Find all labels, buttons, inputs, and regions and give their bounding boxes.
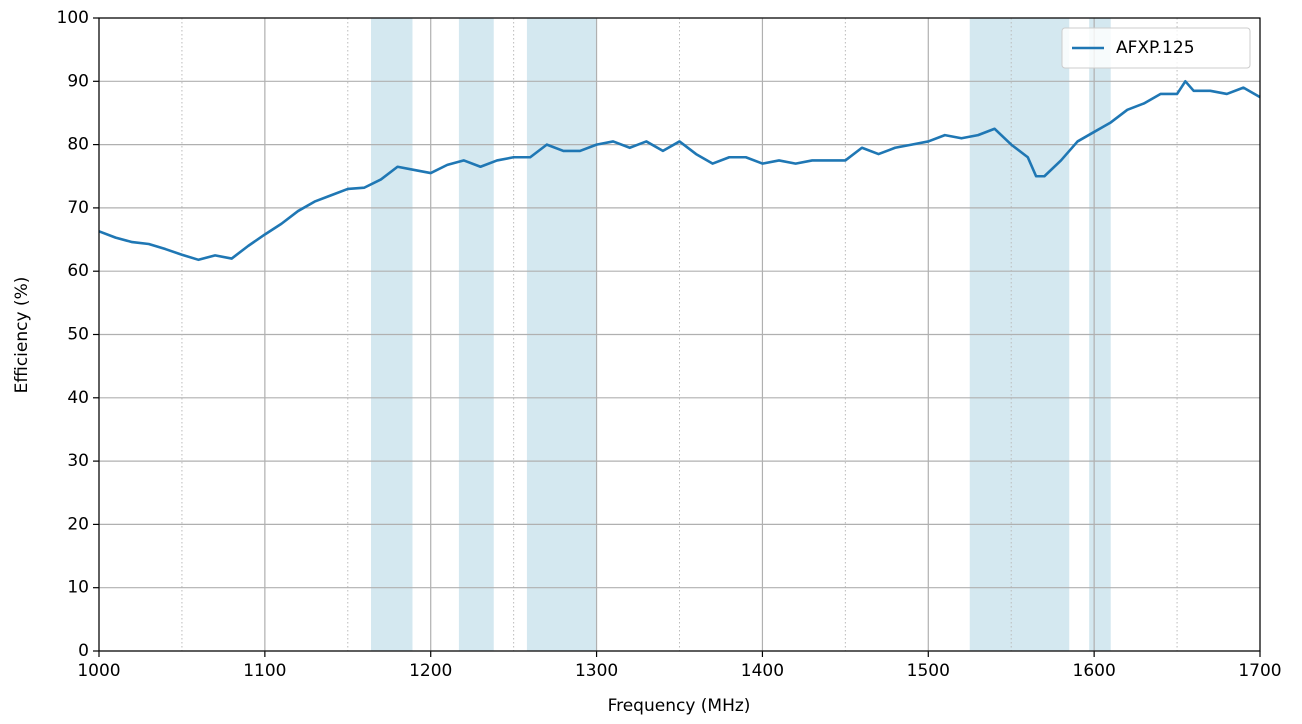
x-tick-label: 1700 (1238, 661, 1281, 681)
legend-label: AFXP.125 (1116, 38, 1195, 58)
y-tick-label: 90 (67, 71, 89, 91)
y-tick-label: 60 (67, 261, 89, 281)
x-tick-label: 1400 (741, 661, 784, 681)
y-tick-label: 40 (67, 388, 89, 408)
plot-frame (98, 17, 1261, 652)
y-tick-label: 0 (78, 641, 89, 661)
y-tick-label: 20 (67, 514, 89, 534)
x-tick-label: 1600 (1073, 661, 1116, 681)
legend-box (1061, 27, 1251, 69)
x-tick-label: 1500 (907, 661, 950, 681)
legend: AFXP.125 (1061, 27, 1251, 69)
y-tick-label: 10 (67, 578, 89, 598)
y-tick-label: 50 (67, 325, 89, 345)
y-tick-label: 70 (67, 198, 89, 218)
x-tick-label: 1100 (243, 661, 286, 681)
y-tick-label: 30 (67, 451, 89, 471)
x-tick-label: 1000 (77, 661, 120, 681)
y-axis-label: Efficiency (%) (12, 277, 32, 394)
x-axis-label: Frequency (MHz) (608, 696, 751, 716)
data-line (98, 80, 1261, 262)
x-tick-label: 1300 (575, 661, 618, 681)
y-tick-label: 80 (67, 135, 89, 155)
y-tick-label: 100 (57, 8, 89, 28)
x-tick-label: 1200 (409, 661, 452, 681)
